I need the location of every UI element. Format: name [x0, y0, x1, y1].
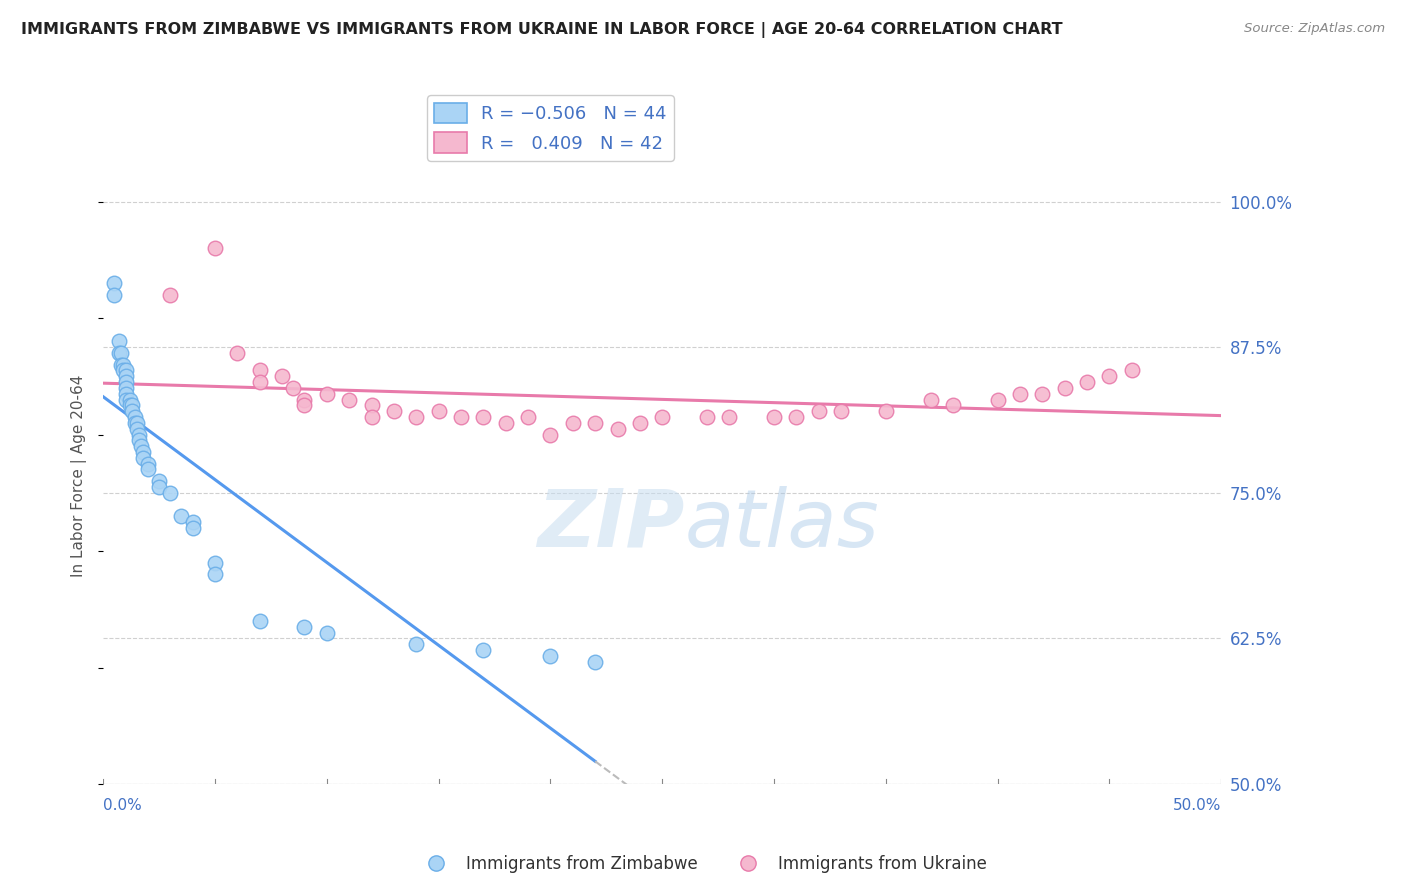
Point [114, 381, 136, 395]
Point [360, 399, 382, 413]
Text: IMMIGRANTS FROM ZIMBABWE VS IMMIGRANTS FROM UKRAINE IN LABOR FORCE | AGE 20-64 C: IMMIGRANTS FROM ZIMBABWE VS IMMIGRANTS F… [21, 22, 1063, 38]
Point [583, 655, 606, 669]
Point [628, 416, 651, 430]
Point [108, 334, 131, 349]
Point [583, 416, 606, 430]
Point [294, 392, 316, 407]
Point [226, 346, 249, 360]
Point [405, 637, 427, 651]
Text: Source: ZipAtlas.com: Source: ZipAtlas.com [1244, 22, 1385, 36]
Point [382, 404, 405, 418]
Point [249, 614, 271, 628]
Text: ZIP: ZIP [537, 486, 685, 564]
Point [159, 485, 181, 500]
Point [108, 346, 131, 360]
Point [294, 620, 316, 634]
Point [249, 363, 271, 377]
Point [103, 276, 125, 290]
Y-axis label: In Labor Force | Age 20-64: In Labor Force | Age 20-64 [72, 374, 87, 576]
Point [283, 381, 305, 395]
Point [875, 404, 897, 418]
Text: atlas: atlas [685, 486, 879, 564]
Point [651, 410, 673, 425]
Point [181, 515, 204, 529]
Point [249, 375, 271, 389]
Point [132, 445, 155, 459]
Point [830, 404, 852, 418]
Point [114, 369, 136, 384]
Point [294, 399, 316, 413]
Point [606, 422, 628, 436]
Point [561, 416, 583, 430]
Point [103, 287, 125, 301]
Point [136, 462, 159, 476]
Point [125, 416, 148, 430]
Point [112, 363, 135, 377]
Point [718, 410, 741, 425]
Point [121, 404, 143, 418]
Point [114, 363, 136, 377]
Point [124, 416, 146, 430]
Point [118, 392, 141, 407]
Point [148, 474, 170, 488]
Point [763, 410, 786, 425]
Point [114, 386, 136, 401]
Point [110, 346, 132, 360]
Point [495, 416, 517, 430]
Point [159, 287, 181, 301]
Point [132, 450, 155, 465]
Point [517, 410, 540, 425]
Point [472, 410, 495, 425]
Point [118, 399, 141, 413]
Point [942, 399, 965, 413]
Point [987, 392, 1010, 407]
Point [170, 509, 193, 524]
Point [696, 410, 718, 425]
Point [405, 410, 427, 425]
Point [112, 358, 135, 372]
Point [204, 556, 226, 570]
Point [136, 457, 159, 471]
Point [204, 567, 226, 582]
Point [1031, 386, 1053, 401]
Point [538, 427, 561, 442]
Point [1098, 369, 1121, 384]
Legend: Immigrants from Zimbabwe, Immigrants from Ukraine: Immigrants from Zimbabwe, Immigrants fro… [413, 848, 993, 880]
Point [785, 410, 807, 425]
Point [124, 410, 146, 425]
Point [920, 392, 942, 407]
Point [450, 410, 472, 425]
Point [128, 427, 150, 442]
Point [1121, 363, 1143, 377]
Point [315, 386, 337, 401]
Point [148, 480, 170, 494]
Point [472, 643, 495, 657]
Point [315, 625, 337, 640]
Point [181, 521, 204, 535]
Point [1076, 375, 1098, 389]
Point [1008, 386, 1031, 401]
Point [114, 375, 136, 389]
Point [807, 404, 830, 418]
Point [114, 392, 136, 407]
Point [129, 439, 152, 453]
Point [337, 392, 360, 407]
Point [128, 434, 150, 448]
Point [538, 648, 561, 663]
Point [1053, 381, 1076, 395]
Point [427, 404, 450, 418]
Point [271, 369, 294, 384]
Point [360, 410, 382, 425]
Point [110, 358, 132, 372]
Legend: R = −0.506   N = 44, R =   0.409   N = 42: R = −0.506 N = 44, R = 0.409 N = 42 [427, 95, 673, 161]
Text: 0.0%: 0.0% [103, 798, 142, 813]
Point [204, 241, 226, 255]
Text: 50.0%: 50.0% [1173, 798, 1222, 813]
Point [121, 399, 143, 413]
Point [125, 422, 148, 436]
